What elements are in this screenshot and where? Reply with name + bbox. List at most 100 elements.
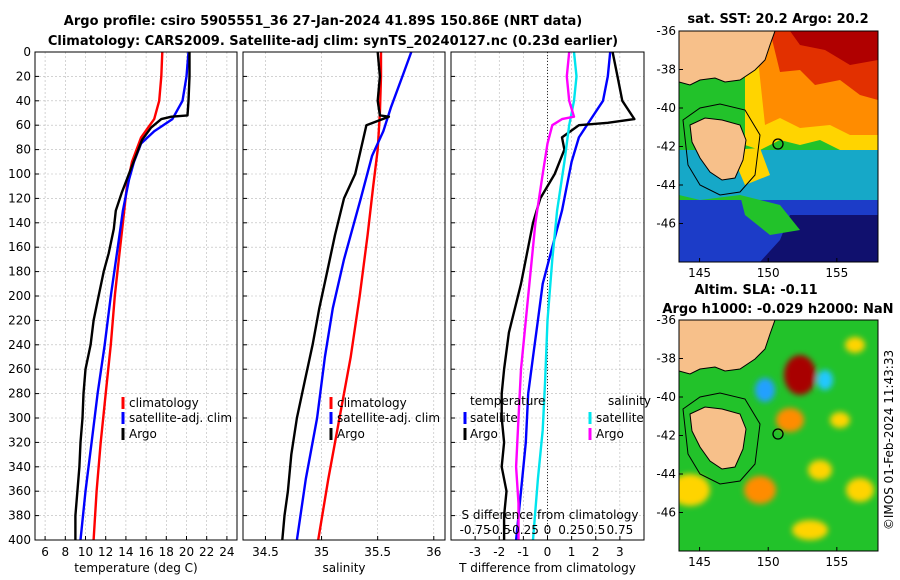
legend-s-satellite-label: satellite <box>596 411 644 425</box>
altim-shelf-contour <box>682 392 761 485</box>
legend-salinity-title: salinity <box>608 394 651 408</box>
sst-tasmania-land <box>689 117 747 181</box>
map-y-tick-label: -36 <box>656 24 676 38</box>
x-axis-label: salinity <box>322 561 365 575</box>
legend-climatology-label: climatology <box>129 396 199 410</box>
map-y-tick-label: -46 <box>656 506 676 520</box>
map-y-tick-label: -38 <box>656 63 676 77</box>
series-group <box>500 52 636 540</box>
map-y-tick-label: -46 <box>656 217 676 231</box>
series-group <box>281 52 413 540</box>
x-tick-label: 16 <box>138 545 153 559</box>
altim-mainland-land <box>679 320 776 375</box>
map-y-tick-label: -38 <box>656 352 676 366</box>
s-diff-tick-label: -0.5 <box>488 523 511 537</box>
x-axis-label: temperature (deg C) <box>74 561 197 575</box>
series-line-t-argo <box>500 52 636 540</box>
difference-legend-temperature: temperature satellite Argo <box>463 394 545 441</box>
altim-yellow-patch-c <box>846 478 874 502</box>
imos-watermark: ©IMOS 01-Feb-2024 11:43:33 <box>882 350 896 530</box>
map-y-tick-label: -40 <box>656 390 676 404</box>
sst-map <box>679 31 878 262</box>
y-tick-label: 200 <box>8 289 31 303</box>
legend-satellite-label: satellite-adj. clim <box>129 411 232 425</box>
altim-orange-eddy <box>776 408 804 432</box>
salinity-legend: climatology satellite-adj. clim Argo <box>329 396 440 441</box>
sst-shelf-contour <box>682 103 761 196</box>
y-tick-label: 80 <box>16 143 31 157</box>
x-tick-label: 35 <box>314 545 329 559</box>
legend-climatology-label: climatology <box>337 396 407 410</box>
map-y-tick-label: -40 <box>656 101 676 115</box>
s-diff-tick-label: -0.75 <box>460 523 491 537</box>
series-group <box>74 52 191 540</box>
series-line-argo <box>74 52 191 540</box>
temperature-panel: 6 8 10 12 14 16 18 20 22 240204060801001201401601… <box>8 45 238 575</box>
y-tick-label: 320 <box>8 435 31 449</box>
legend-argo-label: Argo <box>337 427 365 441</box>
series-line-s-satellite <box>531 52 578 540</box>
y-tick-label: 160 <box>8 240 31 254</box>
series-line-satellite-adj-clim <box>79 52 190 540</box>
x-tick-label: -1 <box>517 545 529 559</box>
sst-argo-marker <box>772 138 784 150</box>
y-tick-label: 0 <box>23 45 31 59</box>
legend-s-argo-label: Argo <box>596 427 624 441</box>
sst-green-patch <box>740 195 800 235</box>
map-y-tick-label: -36 <box>656 313 676 327</box>
map-y-tick-label: -42 <box>656 140 676 154</box>
x-tick-label: 0 <box>544 545 552 559</box>
map-y-tick-label: -44 <box>656 178 676 192</box>
altim-yellow-patch-b <box>808 460 832 480</box>
difference-panel: -3 -2 -1 0 1 2 3 T difference from climatology -… <box>450 51 645 575</box>
altimetry-map-axes: 145 150 155 -36 -38 -40 -42 -44 -46 <box>656 313 879 569</box>
x-tick-label: 36 <box>426 545 441 559</box>
s-diff-tick-label: 0.5 <box>586 523 605 537</box>
x-tick-label: 20 <box>179 545 194 559</box>
map-y-tick-label: -44 <box>656 467 676 481</box>
altim-yellow-patch-d <box>830 412 850 428</box>
salinity-panel: 34.5 35 35.5 36 salinity <box>242 51 446 575</box>
y-tick-label: 400 <box>8 533 31 547</box>
y-tick-label: 180 <box>8 265 31 279</box>
x-tick-label: 12 <box>98 545 113 559</box>
map-x-tick-label: 145 <box>688 266 711 280</box>
altimetry-title-line2: Argo h1000: -0.029 h2000: NaN <box>662 302 893 317</box>
x-tick-label: 14 <box>118 545 133 559</box>
y-tick-label: 300 <box>8 411 31 425</box>
y-tick-label: 60 <box>16 118 31 132</box>
altim-tasmania-land <box>689 406 747 470</box>
temperature-legend: climatology satellite-adj. clim Argo <box>121 396 232 441</box>
x-axis-label: T difference from climatology <box>458 561 636 575</box>
s-diff-tick-label: 0 <box>544 523 552 537</box>
map-x-tick-label: 150 <box>757 266 780 280</box>
y-tick-label: 280 <box>8 387 31 401</box>
s-diff-tick-label: -0.25 <box>508 523 539 537</box>
legend-temperature-title: temperature <box>470 394 545 408</box>
x-tick-label: 10 <box>78 545 93 559</box>
y-tick-label: 220 <box>8 313 31 327</box>
x-tick-label: -3 <box>469 545 481 559</box>
x-tick-label: 6 <box>41 545 49 559</box>
series-line-climatology <box>92 52 164 540</box>
y-tick-label: 340 <box>8 460 31 474</box>
altim-yellow-patch-a <box>679 474 710 506</box>
legend-t-satellite-label: satellite <box>470 411 518 425</box>
altim-yellow-patch-e <box>845 337 865 353</box>
series-line-satellite-adj-clim <box>295 52 413 540</box>
x-tick-label: 8 <box>61 545 69 559</box>
altim-orange-patch <box>744 476 776 504</box>
y-tick-label: 140 <box>8 216 31 230</box>
figure-title-line1: Argo profile: csiro 5905551_36 27-Jan-20… <box>64 14 582 29</box>
y-tick-label: 260 <box>8 362 31 376</box>
y-tick-label: 240 <box>8 338 31 352</box>
x-tick-label: 2 <box>592 545 600 559</box>
series-line-argo <box>281 52 391 540</box>
y-tick-label: 40 <box>16 94 31 108</box>
x-tick-label: -2 <box>493 545 505 559</box>
map-x-tick-label: 155 <box>825 555 848 569</box>
altimetry-map <box>679 320 878 551</box>
x-tick-label: 34.5 <box>252 545 279 559</box>
series-line-t-satellite <box>514 52 612 540</box>
